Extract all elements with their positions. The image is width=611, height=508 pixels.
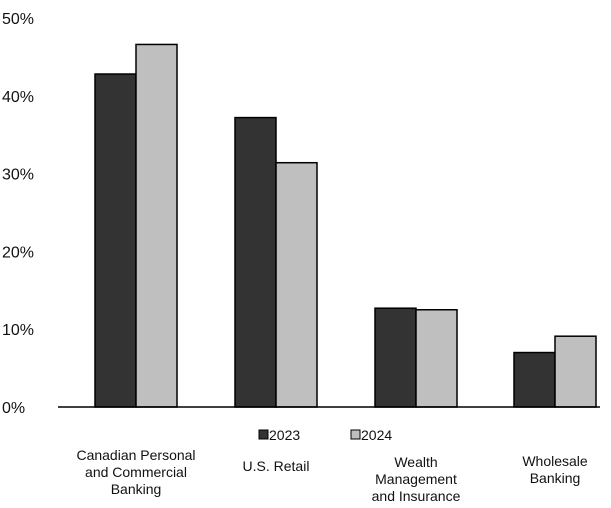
legend-label-2024: 2024 [361, 427, 392, 443]
y-tick-label: 20% [2, 244, 34, 261]
bar-2024-0 [135, 43, 178, 408]
y-axis-ticks: 0% 10% 20% 30% 40% 50% [2, 11, 34, 417]
bar-2023-3 [513, 351, 556, 408]
legend: 2023 2024 [258, 427, 392, 443]
bars-group [94, 43, 597, 408]
category-label-line: U.S. Retail [243, 458, 310, 474]
bar-2024-1 [275, 161, 318, 408]
category-label-line: Wholesale [522, 453, 588, 469]
legend-label-2023: 2023 [269, 427, 300, 443]
category-label: Wholesale Banking [522, 453, 588, 486]
y-tick-label: 40% [2, 89, 34, 106]
category-label-line: Canadian Personal [76, 447, 195, 463]
legend-swatch-2023 [258, 429, 269, 440]
bar-2023-1 [234, 116, 277, 408]
category-labels: Canadian Personal and Commercial BankingU.… [76, 447, 587, 504]
y-tick-label: 30% [2, 167, 34, 184]
y-tick-label: 50% [2, 11, 34, 28]
category-label-line: Wealth [394, 454, 437, 470]
legend-swatch-2024 [350, 429, 361, 440]
category-label-line: Banking [111, 481, 162, 497]
category-label: Canadian Personal and Commercial Banking [76, 447, 195, 497]
bar-2023-0 [94, 73, 137, 408]
category-label: U.S. Retail [243, 458, 310, 474]
category-label-line: and Insurance [372, 488, 461, 504]
category-label-line: and Commercial [85, 464, 187, 480]
category-label-line: Management [375, 471, 457, 487]
bar-2024-2 [415, 309, 458, 408]
category-label: Wealth Management and Insurance [372, 454, 461, 504]
y-tick-label: 10% [2, 322, 34, 339]
y-tick-label: 0% [2, 400, 25, 417]
category-label-line: Banking [530, 470, 581, 486]
bar-2024-3 [554, 335, 597, 408]
bar-2023-2 [374, 307, 417, 408]
